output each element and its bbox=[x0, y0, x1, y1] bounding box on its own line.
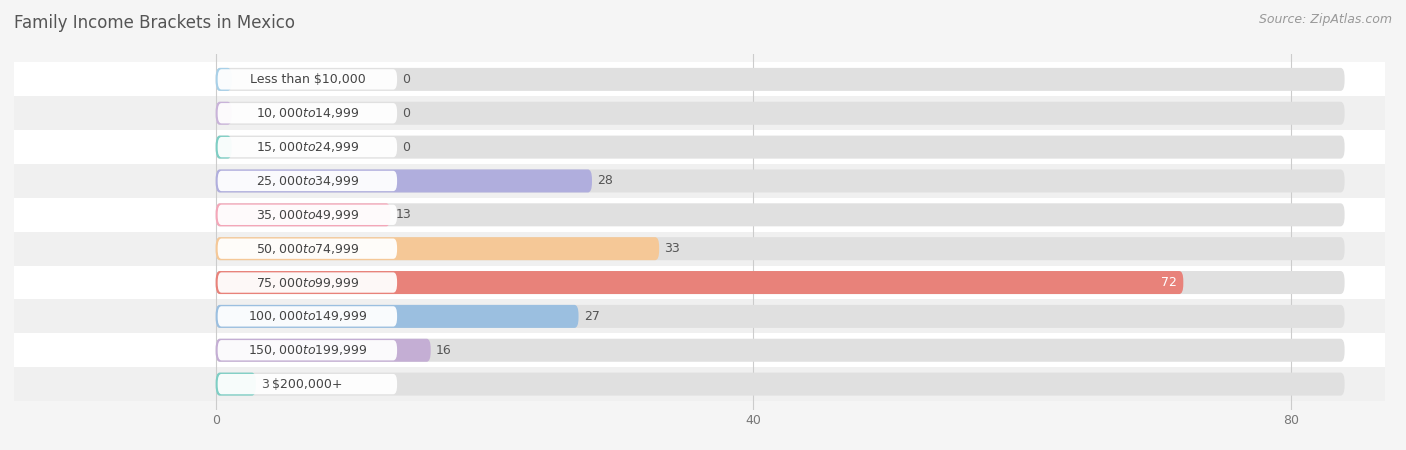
Text: Source: ZipAtlas.com: Source: ZipAtlas.com bbox=[1258, 14, 1392, 27]
FancyBboxPatch shape bbox=[215, 339, 430, 362]
Text: $10,000 to $14,999: $10,000 to $14,999 bbox=[256, 106, 359, 120]
Text: $150,000 to $199,999: $150,000 to $199,999 bbox=[247, 343, 367, 357]
FancyBboxPatch shape bbox=[215, 237, 659, 260]
FancyBboxPatch shape bbox=[215, 68, 1344, 91]
FancyBboxPatch shape bbox=[215, 237, 1344, 260]
Bar bbox=[14, 299, 1385, 333]
FancyBboxPatch shape bbox=[215, 305, 578, 328]
Text: $100,000 to $149,999: $100,000 to $149,999 bbox=[247, 310, 367, 324]
FancyBboxPatch shape bbox=[215, 271, 1344, 294]
Text: 28: 28 bbox=[598, 175, 613, 188]
FancyBboxPatch shape bbox=[218, 306, 396, 327]
Text: 13: 13 bbox=[395, 208, 412, 221]
FancyBboxPatch shape bbox=[218, 103, 396, 123]
Bar bbox=[14, 198, 1385, 232]
FancyBboxPatch shape bbox=[215, 339, 1344, 362]
Bar bbox=[14, 367, 1385, 401]
FancyBboxPatch shape bbox=[218, 272, 396, 292]
FancyBboxPatch shape bbox=[218, 238, 396, 259]
FancyBboxPatch shape bbox=[218, 69, 396, 90]
Text: $25,000 to $34,999: $25,000 to $34,999 bbox=[256, 174, 359, 188]
Text: Family Income Brackets in Mexico: Family Income Brackets in Mexico bbox=[14, 14, 295, 32]
Bar bbox=[14, 164, 1385, 198]
FancyBboxPatch shape bbox=[215, 135, 1344, 158]
FancyBboxPatch shape bbox=[218, 171, 396, 191]
Text: 0: 0 bbox=[402, 73, 411, 86]
Bar bbox=[14, 96, 1385, 130]
Text: 0: 0 bbox=[402, 140, 411, 153]
Text: 33: 33 bbox=[665, 242, 681, 255]
Text: $35,000 to $49,999: $35,000 to $49,999 bbox=[256, 208, 359, 222]
FancyBboxPatch shape bbox=[218, 205, 396, 225]
FancyBboxPatch shape bbox=[215, 373, 256, 396]
Bar bbox=[14, 266, 1385, 299]
Text: Less than $10,000: Less than $10,000 bbox=[249, 73, 366, 86]
Text: 72: 72 bbox=[1161, 276, 1177, 289]
FancyBboxPatch shape bbox=[218, 137, 396, 157]
FancyBboxPatch shape bbox=[215, 170, 592, 193]
Text: 0: 0 bbox=[402, 107, 411, 120]
Bar bbox=[14, 333, 1385, 367]
FancyBboxPatch shape bbox=[215, 102, 1344, 125]
Text: $75,000 to $99,999: $75,000 to $99,999 bbox=[256, 275, 359, 289]
Bar bbox=[14, 63, 1385, 96]
Text: 16: 16 bbox=[436, 344, 451, 357]
FancyBboxPatch shape bbox=[215, 305, 1344, 328]
FancyBboxPatch shape bbox=[215, 135, 232, 158]
FancyBboxPatch shape bbox=[218, 340, 396, 360]
Text: $200,000+: $200,000+ bbox=[273, 378, 343, 391]
FancyBboxPatch shape bbox=[215, 68, 232, 91]
FancyBboxPatch shape bbox=[218, 374, 396, 394]
FancyBboxPatch shape bbox=[215, 170, 1344, 193]
FancyBboxPatch shape bbox=[215, 102, 232, 125]
FancyBboxPatch shape bbox=[215, 271, 1184, 294]
FancyBboxPatch shape bbox=[215, 373, 1344, 396]
FancyBboxPatch shape bbox=[215, 203, 391, 226]
Text: $15,000 to $24,999: $15,000 to $24,999 bbox=[256, 140, 359, 154]
Bar bbox=[14, 232, 1385, 266]
Text: $50,000 to $74,999: $50,000 to $74,999 bbox=[256, 242, 359, 256]
FancyBboxPatch shape bbox=[215, 203, 1344, 226]
Bar bbox=[14, 130, 1385, 164]
Text: 27: 27 bbox=[583, 310, 600, 323]
Text: 3: 3 bbox=[262, 378, 269, 391]
